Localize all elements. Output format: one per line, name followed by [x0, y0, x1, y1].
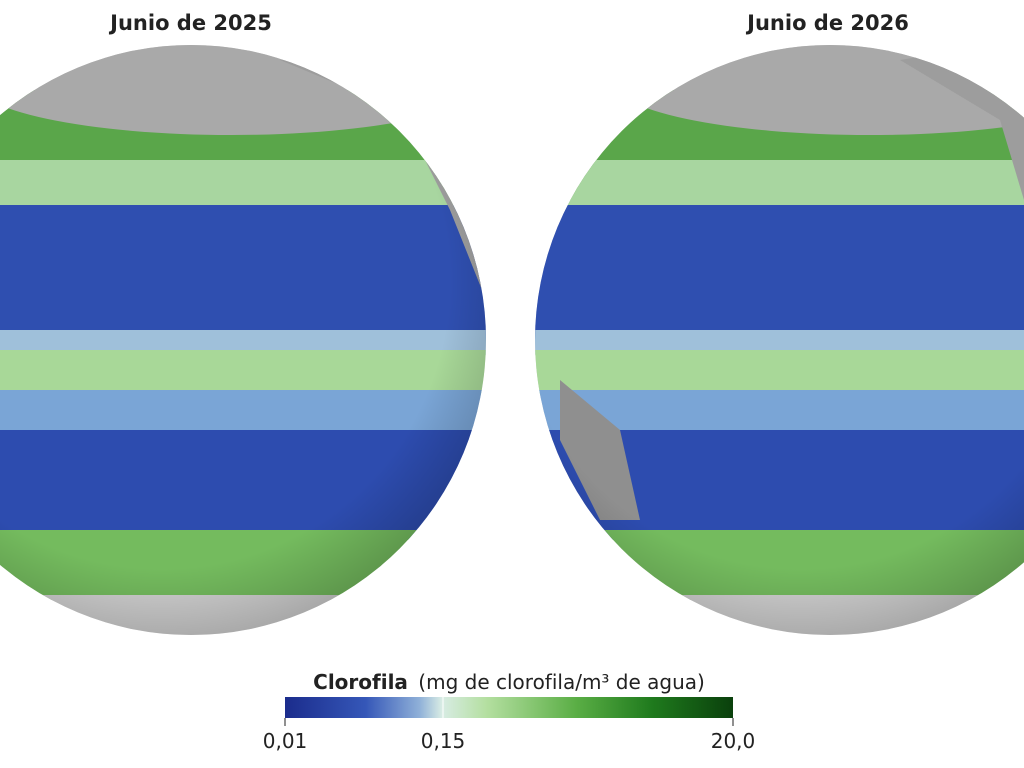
- panel-title: Junio de 2025: [108, 11, 272, 35]
- colorbar: [285, 697, 733, 718]
- legend-units: (mg de clorofila/m³ de agua): [418, 670, 705, 694]
- panel-title: Junio de 2026: [745, 11, 909, 35]
- tick-label: 20,0: [711, 729, 756, 753]
- legend-title: Clorofila (mg de clorofila/m³ de agua): [313, 670, 705, 694]
- tick-label: 0,15: [421, 729, 466, 753]
- globe-2025: [0, 45, 486, 635]
- legend-name: Clorofila: [313, 670, 408, 694]
- globe-2026: [535, 45, 1024, 635]
- colorbar-ticks: [284, 697, 734, 726]
- tick-label: 0,01: [263, 729, 308, 753]
